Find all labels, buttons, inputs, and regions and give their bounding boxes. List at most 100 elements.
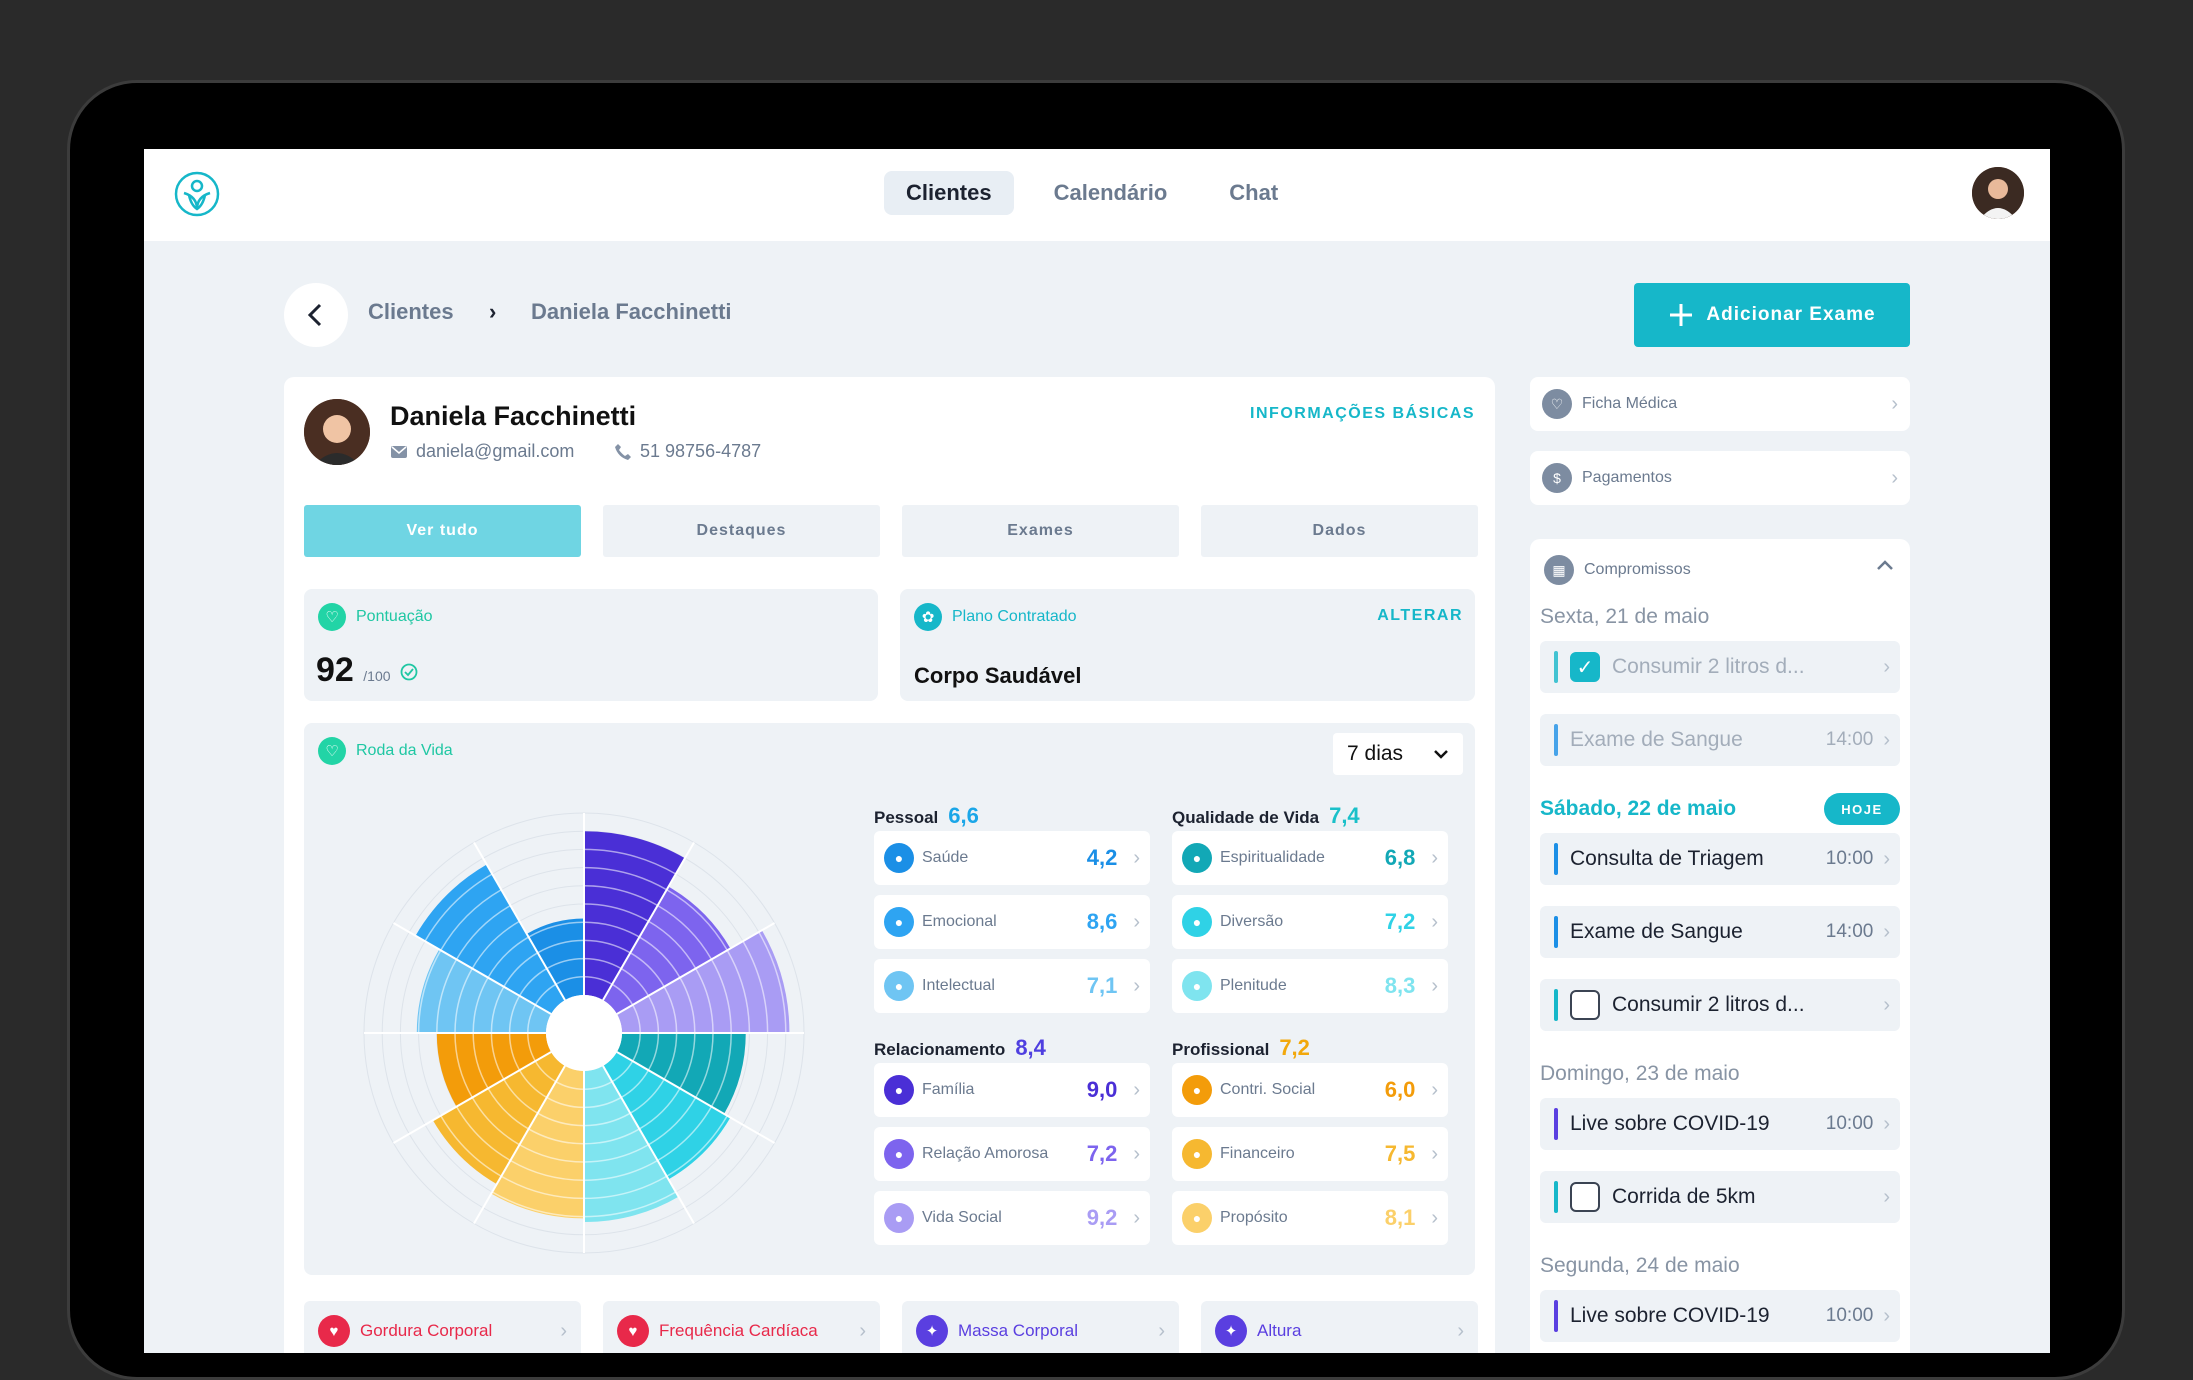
tab-dados[interactable]: Dados [1201,505,1478,557]
appointments-header[interactable]: ▦ Compromissos [1544,555,1691,585]
metric-card[interactable]: ✦ Altura › [1201,1301,1478,1353]
appointment-item[interactable]: Live sobre COVID-19 10:00 › [1540,1098,1900,1150]
wheel-segment-ring [742,940,769,1034]
life-area-label: Emocional [922,913,997,930]
wheel-segment-ring [534,983,557,1006]
wheel-segment-ring [454,968,473,1034]
chevron-right-icon: › [560,1319,567,1342]
appointment-item[interactable]: Corrida de 5km › [1540,1171,1900,1223]
chevron-right-icon: › [1883,1112,1890,1135]
nav-tab-chat[interactable]: Chat [1229,180,1279,205]
wheel-divider [392,1051,552,1144]
metric-card[interactable]: ♥ Gordura Corporal › [304,1301,581,1353]
add-exam-button[interactable]: Adicionar Exame [1634,283,1910,347]
chevron-right-icon: › [1158,1319,1165,1342]
wheel-segment-ring [490,1032,505,1080]
category-score: 8,4 [1015,1035,1046,1060]
life-area-item[interactable]: ● Saúde 4,2 › [874,831,1150,885]
life-area-item[interactable]: ● Espiritualidade 6,8 › [1172,831,1448,885]
wheel-segment-ring [583,957,622,970]
appointment-item[interactable]: Exame de Sangue 14:00 › [1540,906,1900,958]
appointment-title: Consumir 2 litros d... [1612,993,1805,1016]
checkbox-icon[interactable] [1570,990,1600,1020]
chevron-down-icon [1434,750,1448,759]
appointment-item[interactable]: Consumir 2 litros d... › [1540,979,1900,1031]
life-area-item[interactable]: ● Plenitude 8,3 › [1172,959,1448,1013]
chevron-right-icon: › [1133,1078,1140,1101]
wheel-segment-ring [583,921,640,938]
wheel-segment-ring [546,957,585,970]
wheel-panel: ♡ Roda da Vida 7 dias Pessoal 6,6 ● Saúde 4,… [304,723,1475,1275]
appointments-panel: ▦ Compromissos Sexta, 21 de maio ✓ Consumi… [1530,539,1910,1353]
chevron-up-icon[interactable] [1876,559,1894,571]
client-phone[interactable]: 51 98756-4787 [614,441,761,462]
life-area-value: 8,6 [1086,909,1118,934]
metric-card[interactable]: ✦ Massa Corporal › [902,1301,1179,1353]
medical-record-link[interactable]: ♡ Ficha Médica › [1530,377,1910,431]
appointment-title: Exame de Sangue [1570,920,1743,943]
life-area-item[interactable]: ● Intelectual 7,1 › [874,959,1150,1013]
wheel-segment-ring [695,1032,714,1098]
client-email[interactable]: daniela@gmail.com [390,441,574,462]
payments-link[interactable]: $ Pagamentos › [1530,451,1910,505]
life-area-icon: ● [884,1075,914,1105]
chevron-right-icon: › [1891,466,1898,489]
life-area-item[interactable]: ● Financeiro 7,5 › [1172,1127,1448,1181]
wheel-segment-ring [424,873,493,942]
back-button[interactable] [284,283,348,347]
wheel-segment-ring [508,1032,521,1071]
metric-card[interactable]: ♥ Frequência Cardíaca › [603,1301,880,1353]
category-score: 7,2 [1279,1035,1310,1060]
category-name: Qualidade de Vida [1172,808,1320,827]
wheel-segment-ring [611,1060,634,1083]
life-area-label: Plenitude [1220,977,1287,994]
wheel-segment-ring [472,1032,489,1089]
wheel-segment-ring [518,1069,548,1099]
life-area-item[interactable]: ● Propósito 8,1 › [1172,1191,1448,1245]
payments-label: Pagamentos [1582,469,1672,486]
tab-destaques[interactable]: Destaques [603,505,880,557]
nav-tab-calendario[interactable]: Calendário [1053,180,1168,205]
life-area-item[interactable]: ● Emocional 8,6 › [874,895,1150,949]
life-area-icon: ● [1182,843,1212,873]
life-area-value: 7,2 [1086,1141,1118,1166]
tab-exames[interactable]: Exames [902,505,1179,557]
appointment-item[interactable]: ✓ Consumir 2 litros d... › [1540,641,1900,693]
change-plan-link[interactable]: ALTERAR [1377,607,1463,624]
appointment-item[interactable]: Exame de Sangue 14:00 › [1540,714,1900,766]
basic-info-link[interactable]: INFORMAÇÕES BÁSICAS [1250,405,1475,422]
life-area-value: 6,0 [1384,1077,1416,1102]
client-tabs: Ver tudo Destaques Exames Dados [304,505,1478,557]
life-area-item[interactable]: ● Família 9,0 › [874,1063,1150,1117]
checkbox-icon[interactable] [1570,1182,1600,1212]
life-area-item[interactable]: ● Vida Social 9,2 › [874,1191,1150,1245]
life-area-item[interactable]: ● Relação Amorosa 7,2 › [874,1127,1150,1181]
breadcrumb-parent[interactable]: Clientes [368,299,454,324]
wheel-segment-ring [639,936,681,978]
wheel-segment-ring [500,1175,585,1200]
period-dropdown[interactable]: 7 dias [1333,733,1463,775]
life-area-item[interactable]: ● Contri. Social 6,0 › [1172,1063,1448,1117]
user-avatar[interactable] [1972,167,2024,219]
tab-ver-tudo[interactable]: Ver tudo [304,505,581,557]
wheel-segment-ring [629,1078,665,1114]
app-logo-icon[interactable] [174,171,220,217]
wheel-segment-ring [583,1144,649,1163]
wheel-hub [546,995,622,1071]
life-area-value: 6,8 [1384,845,1416,870]
wheel-segment-ring [508,995,521,1034]
appointment-color-bar [1554,1181,1558,1213]
chevron-right-icon: › [1883,655,1890,678]
life-area-item[interactable]: ● Diversão 7,2 › [1172,895,1448,949]
life-area-label: Espiritualidade [1220,849,1325,866]
appointment-item[interactable]: Live sobre COVID-19 10:00 › [1540,1290,1900,1342]
chevron-left-icon [307,303,322,327]
appointment-time: 10:00 [1825,848,1874,869]
client-email-text: daniela@gmail.com [416,441,575,461]
category-name: Pessoal [874,808,939,827]
appointment-item[interactable]: Consulta de Triagem 10:00 › [1540,833,1900,885]
wheel-segment-ring [440,1115,502,1177]
heart-icon: ♡ [318,737,346,765]
nav-tab-clientes[interactable]: Clientes [884,171,1014,215]
checkbox-checked-icon[interactable]: ✓ [1570,652,1600,682]
